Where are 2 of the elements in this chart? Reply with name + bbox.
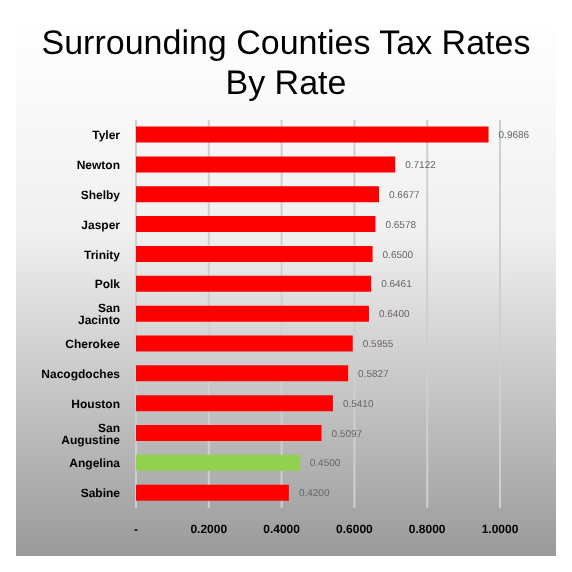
chart-subtitle: By Rate (223, 64, 349, 104)
chart-title: Surrounding Counties Tax Rates (39, 24, 533, 64)
